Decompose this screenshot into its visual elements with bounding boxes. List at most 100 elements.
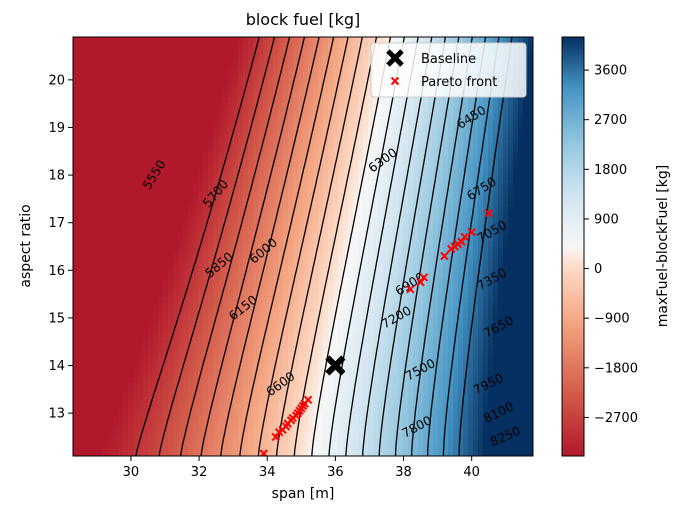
- contour-fill-cell: [338, 266, 344, 273]
- contour-fill-cell: [198, 291, 204, 297]
- contour-fill-cell: [178, 231, 184, 238]
- contour-fill-cell: [153, 206, 159, 213]
- contour-fill-cell: [253, 76, 259, 83]
- contour-fill-cell: [248, 381, 254, 387]
- contour-fill-cell: [113, 186, 119, 193]
- contour-fill-cell: [223, 396, 229, 402]
- contour-fill-cell: [253, 336, 259, 342]
- contour-fill-cell: [78, 336, 84, 342]
- contour-fill-cell: [133, 401, 139, 407]
- contour-fill-cell: [108, 351, 114, 357]
- contour-fill-cell: [258, 171, 264, 178]
- contour-fill-cell: [98, 226, 104, 233]
- contour-fill-cell: [73, 346, 79, 352]
- contour-fill-cell: [333, 331, 339, 337]
- contour-fill-cell: [153, 356, 159, 362]
- contour-fill-cell: [303, 81, 309, 88]
- contour-fill-cell: [78, 446, 84, 452]
- contour-fill-cell: [143, 396, 149, 402]
- contour-fill-cell: [328, 401, 334, 407]
- contour-fill-cell: [268, 231, 274, 238]
- contour-fill-cell: [118, 171, 124, 178]
- contour-fill-cell: [323, 416, 329, 422]
- contour-fill-cell: [213, 341, 219, 347]
- contour-fill-cell: [353, 61, 359, 68]
- contour-fill-cell: [118, 196, 124, 203]
- contour-fill-cell: [108, 206, 114, 213]
- contour-fill-cell: [233, 326, 239, 332]
- contour-fill-cell: [308, 436, 314, 442]
- contour-fill-cell: [198, 46, 204, 53]
- contour-fill-cell: [308, 126, 314, 133]
- contour-fill-cell: [243, 151, 249, 158]
- contour-fill-cell: [193, 311, 199, 317]
- contour-fill-cell: [288, 56, 294, 63]
- contour-fill-cell: [163, 296, 169, 302]
- contour-fill-cell: [103, 126, 109, 133]
- contour-fill-cell: [278, 306, 284, 312]
- contour-fill-cell: [258, 296, 264, 302]
- contour-fill-cell: [233, 191, 239, 198]
- contour-fill-cell: [318, 126, 324, 133]
- contour-fill-cell: [73, 76, 79, 83]
- contour-fill-cell: [123, 86, 129, 93]
- contour-fill-cell: [123, 436, 129, 442]
- contour-fill-cell: [98, 356, 104, 362]
- contour-fill-cell: [293, 216, 299, 223]
- contour-fill-cell: [323, 121, 329, 128]
- contour-fill-cell: [158, 201, 164, 208]
- contour-fill-cell: [163, 126, 169, 133]
- contour-fill-cell: [173, 431, 179, 437]
- contour-fill-cell: [248, 256, 254, 263]
- contour-fill-cell: [193, 111, 199, 118]
- contour-fill-cell: [343, 386, 349, 392]
- contour-fill-cell: [238, 366, 244, 372]
- contour-fill-cell: [363, 146, 369, 153]
- contour-fill-cell: [88, 361, 94, 367]
- contour-fill-cell: [348, 386, 354, 392]
- contour-fill-cell: [123, 376, 129, 382]
- contour-fill-cell: [153, 371, 159, 377]
- contour-fill-cell: [333, 116, 339, 123]
- contour-fill-cell: [73, 431, 79, 437]
- contour-fill-cell: [143, 436, 149, 442]
- contour-fill-cell: [158, 281, 164, 288]
- contour-fill-cell: [333, 51, 339, 58]
- contour-fill-cell: [93, 76, 99, 83]
- contour-fill-cell: [128, 431, 134, 437]
- contour-fill-cell: [213, 331, 219, 337]
- contour-fill-cell: [178, 216, 184, 223]
- contour-fill-cell: [138, 421, 144, 427]
- contour-fill-cell: [83, 281, 89, 288]
- contour-fill-cell: [123, 56, 129, 63]
- contour-fill-cell: [358, 201, 364, 208]
- contour-fill-cell: [253, 116, 259, 123]
- contour-fill-cell: [298, 156, 304, 163]
- contour-fill-cell: [133, 281, 139, 288]
- contour-fill-cell: [308, 391, 314, 397]
- contour-fill-cell: [353, 356, 359, 362]
- contour-fill-cell: [333, 436, 339, 442]
- contour-fill-cell: [338, 161, 344, 168]
- contour-fill-cell: [113, 361, 119, 367]
- contour-fill-cell: [193, 361, 199, 367]
- contour-fill-cell: [223, 311, 229, 317]
- contour-fill-cell: [298, 286, 304, 292]
- contour-fill-cell: [323, 216, 329, 223]
- contour-fill-cell: [143, 96, 149, 103]
- contour-fill-cell: [328, 311, 334, 317]
- contour-fill-cell: [298, 56, 304, 63]
- contour-fill-cell: [188, 326, 194, 332]
- contour-fill-cell: [123, 341, 129, 347]
- contour-fill-cell: [88, 66, 94, 73]
- contour-fill-cell: [168, 91, 174, 98]
- contour-fill-cell: [213, 116, 219, 123]
- contour-fill-cell: [348, 156, 354, 163]
- contour-fill-cell: [318, 261, 324, 268]
- contour-fill-cell: [328, 451, 334, 456]
- contour-fill-cell: [183, 246, 189, 253]
- contour-fill-cell: [128, 451, 134, 456]
- contour-fill-cell: [168, 376, 174, 382]
- contour-fill-cell: [148, 191, 154, 198]
- contour-fill-cell: [298, 206, 304, 213]
